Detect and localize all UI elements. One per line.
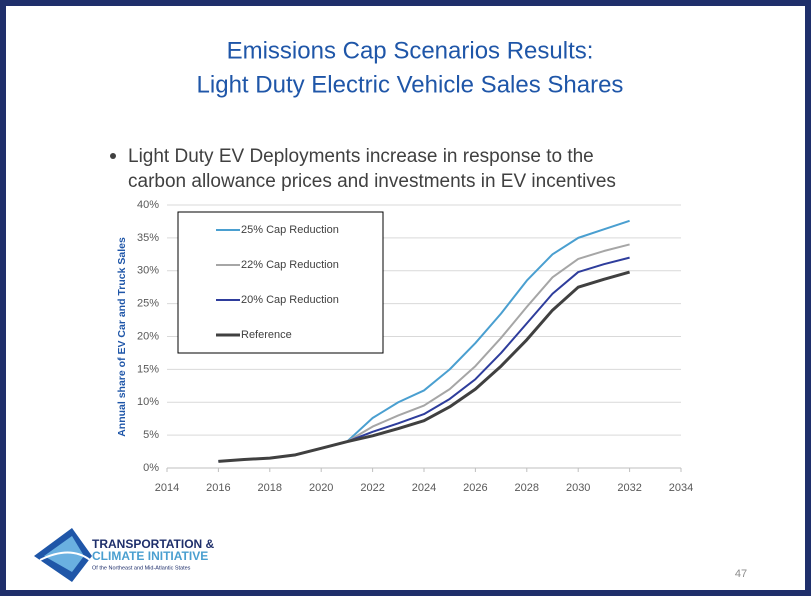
legend-label: 20% Cap Reduction <box>241 294 339 306</box>
logo-text: Of the Northeast and Mid-Atlantic States <box>92 565 191 571</box>
x-tick-label: 2032 <box>617 482 641 494</box>
bullet-dot <box>110 153 116 159</box>
slide-title: Emissions Cap Scenarios Results: <box>227 37 594 64</box>
y-tick-label: 30% <box>137 265 159 277</box>
bullet-text: carbon allowance prices and investments … <box>128 171 616 192</box>
x-tick-label: 2030 <box>566 482 590 494</box>
y-axis-title: Annual share of EV Car and Truck Sales <box>116 237 128 437</box>
y-tick-label: 0% <box>143 462 159 474</box>
x-tick-label: 2016 <box>206 482 230 494</box>
x-tick-label: 2026 <box>463 482 487 494</box>
legend-label: 25% Cap Reduction <box>241 224 339 236</box>
y-tick-label: 5% <box>143 429 159 441</box>
x-tick-label: 2028 <box>515 482 539 494</box>
x-tick-label: 2014 <box>155 482 179 494</box>
logo-text: CLIMATE INITIATIVE <box>92 549 208 563</box>
bullet-text: Light Duty EV Deployments increase in re… <box>128 146 594 167</box>
legend-label: 22% Cap Reduction <box>241 259 339 271</box>
y-tick-label: 25% <box>137 298 159 310</box>
y-tick-label: 15% <box>137 363 159 375</box>
x-tick-label: 2018 <box>258 482 282 494</box>
x-tick-label: 2034 <box>669 482 693 494</box>
logo-shape <box>39 551 91 561</box>
y-tick-label: 10% <box>137 396 159 408</box>
logo: TRANSPORTATION & CLIMATE INITIATIVE Of t… <box>34 528 215 582</box>
y-tick-label: 20% <box>137 330 159 342</box>
legend-label: Reference <box>241 329 292 341</box>
series-line <box>218 270 631 463</box>
slide-title: Light Duty Electric Vehicle Sales Shares <box>197 71 624 98</box>
x-tick-label: 2024 <box>412 482 436 494</box>
x-tick-label: 2020 <box>309 482 333 494</box>
legend: 25% Cap Reduction 22% Cap Reduction 20% Ca… <box>177 211 384 354</box>
logo-shape <box>44 536 84 572</box>
legend-box <box>177 211 384 354</box>
page-number: 47 <box>735 568 747 580</box>
x-tick-label: 2022 <box>360 482 384 494</box>
y-tick-label: 40% <box>137 199 159 211</box>
y-tick-label: 35% <box>137 232 159 244</box>
logo-text: TRANSPORTATION & <box>92 537 215 551</box>
